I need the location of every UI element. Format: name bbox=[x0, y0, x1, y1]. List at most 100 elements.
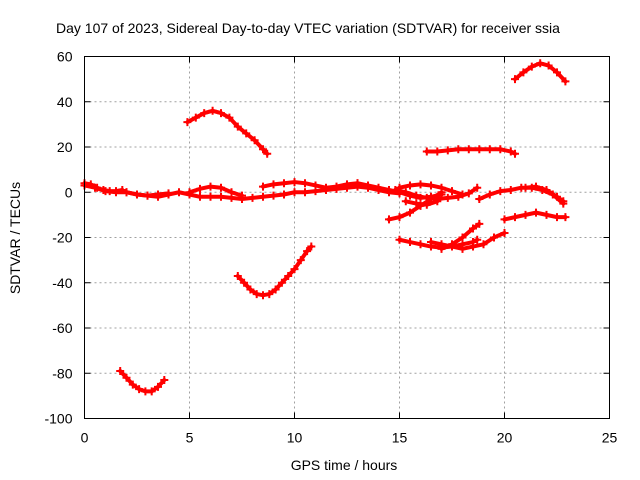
data-point bbox=[542, 210, 551, 219]
data-point bbox=[154, 190, 162, 199]
data-point bbox=[233, 271, 242, 280]
x-tick-label: 25 bbox=[602, 430, 618, 446]
data-point bbox=[532, 208, 540, 217]
data-point bbox=[296, 256, 305, 265]
data-point bbox=[406, 238, 414, 247]
data-point bbox=[422, 147, 431, 156]
y-tick-label: -40 bbox=[52, 275, 72, 291]
data-point bbox=[553, 213, 561, 222]
data-point bbox=[86, 180, 95, 189]
data-point bbox=[433, 147, 442, 156]
data-point bbox=[427, 181, 435, 190]
data-point bbox=[458, 233, 467, 242]
data-point bbox=[448, 187, 456, 196]
data-point bbox=[311, 181, 320, 190]
y-tick-label: -60 bbox=[52, 320, 72, 336]
data-point bbox=[395, 235, 404, 244]
data-point bbox=[521, 210, 530, 219]
series-arc-17-18.8h-rise bbox=[437, 219, 484, 253]
data-point bbox=[196, 184, 204, 193]
data-point bbox=[485, 145, 494, 154]
series-trace bbox=[424, 147, 517, 156]
data-point bbox=[116, 366, 125, 375]
data-point bbox=[532, 182, 540, 191]
data-point bbox=[479, 240, 488, 249]
data-point bbox=[464, 145, 473, 154]
data-point bbox=[259, 291, 267, 300]
data-point bbox=[506, 147, 515, 156]
data-point bbox=[259, 182, 267, 191]
data-point bbox=[332, 182, 341, 191]
data-point bbox=[559, 197, 568, 206]
x-tick-label: 5 bbox=[186, 430, 194, 446]
data-point bbox=[395, 213, 404, 222]
series-arc-7-11h-low bbox=[233, 242, 316, 300]
data-point bbox=[290, 265, 299, 274]
series-arc-2-4h bbox=[122, 188, 173, 200]
series-arc-15-17h-mid bbox=[401, 197, 442, 209]
data-point bbox=[536, 59, 545, 68]
data-point bbox=[208, 106, 217, 115]
data-point bbox=[500, 215, 509, 224]
data-point bbox=[246, 285, 255, 294]
data-point bbox=[473, 235, 482, 244]
data-point bbox=[233, 122, 242, 131]
data-point bbox=[412, 199, 421, 208]
data-point bbox=[437, 244, 446, 253]
data-point bbox=[284, 271, 293, 280]
data-point bbox=[128, 380, 137, 389]
data-point bbox=[412, 191, 421, 200]
data-point bbox=[401, 197, 410, 206]
data-point bbox=[437, 188, 446, 197]
data-point bbox=[490, 233, 498, 242]
data-point bbox=[263, 149, 272, 158]
data-point bbox=[433, 197, 442, 206]
data-point bbox=[135, 385, 144, 394]
data-point bbox=[475, 219, 484, 228]
data-point bbox=[154, 382, 162, 391]
data-point bbox=[164, 189, 173, 198]
data-point bbox=[427, 238, 435, 247]
data-point bbox=[364, 181, 372, 190]
data-point bbox=[469, 224, 477, 233]
data-point bbox=[250, 136, 259, 145]
data-point bbox=[469, 242, 477, 251]
data-point bbox=[475, 145, 484, 154]
data-point bbox=[464, 189, 473, 198]
data-point bbox=[542, 185, 551, 194]
x-tick-label: 10 bbox=[287, 430, 303, 446]
y-tick-label: -80 bbox=[52, 365, 72, 381]
data-point bbox=[343, 180, 351, 189]
data-point bbox=[561, 77, 570, 86]
data-point bbox=[527, 62, 536, 71]
data-point bbox=[217, 109, 225, 118]
data-point bbox=[175, 188, 183, 197]
data-point bbox=[485, 190, 494, 199]
data-point bbox=[443, 146, 452, 155]
data-point bbox=[147, 387, 156, 396]
series-arc-20.5-22.9h-peak bbox=[511, 59, 570, 86]
data-point bbox=[160, 376, 169, 385]
data-point bbox=[561, 213, 570, 222]
series-arc-14-17h-down bbox=[385, 188, 446, 224]
series-arc-20-23h-minus10 bbox=[500, 208, 570, 224]
series-trace bbox=[235, 244, 314, 298]
data-point bbox=[290, 178, 299, 187]
data-point bbox=[301, 179, 309, 188]
data-point bbox=[454, 145, 463, 154]
data-point bbox=[553, 192, 561, 201]
data-point bbox=[269, 191, 278, 200]
data-point bbox=[301, 188, 309, 197]
data-point bbox=[269, 180, 278, 189]
data-point bbox=[122, 373, 131, 382]
data-point bbox=[511, 149, 519, 158]
data-point bbox=[133, 190, 141, 199]
data-point bbox=[506, 185, 515, 194]
chart-title: Day 107 of 2023, Sidereal Day-to-day VTE… bbox=[56, 20, 560, 36]
data-point bbox=[183, 118, 192, 127]
data-point bbox=[374, 183, 383, 192]
data-point bbox=[454, 192, 463, 201]
data-point bbox=[99, 185, 108, 194]
y-tick-label: 0 bbox=[65, 184, 73, 200]
ticks: 0 5 10 15 20 25 -100 -80 -60 -40 -20 0 20 40 60 bbox=[44, 49, 617, 446]
